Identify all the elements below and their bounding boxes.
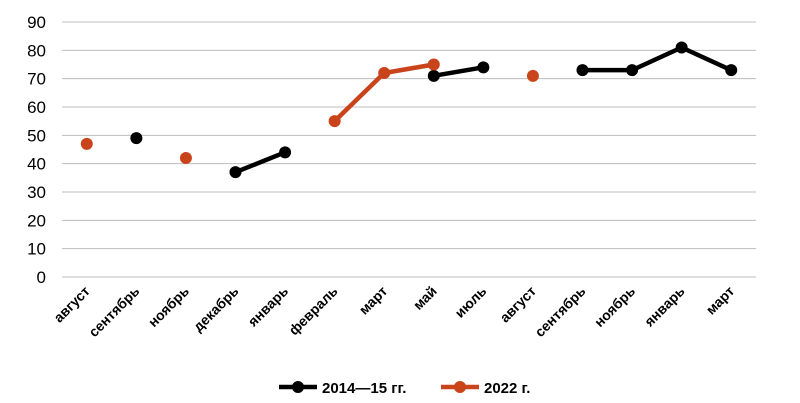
data-point <box>130 132 143 145</box>
y-tick-label: 20 <box>27 211 46 230</box>
legend-marker <box>454 381 466 393</box>
series-layer <box>80 41 738 179</box>
x-tick-label: январь <box>641 283 688 330</box>
x-tick-label: декабрь <box>190 283 242 335</box>
series-2 <box>80 58 539 164</box>
y-tick-label: 80 <box>27 41 46 60</box>
series-1 <box>130 41 738 179</box>
data-point <box>179 152 192 164</box>
y-tick-label: 70 <box>27 70 46 89</box>
data-point <box>477 61 490 74</box>
data-point <box>427 69 440 82</box>
data-point <box>80 137 93 150</box>
y-axis-ticks: 0 10 20 30 40 50 60 70 80 90 <box>27 13 46 287</box>
x-tick-label: март <box>356 283 391 318</box>
y-tick-label: 0 <box>37 268 46 287</box>
y-tick-label: 50 <box>27 126 46 145</box>
series-line-segment <box>679 45 734 73</box>
x-tick-label: август <box>50 283 93 326</box>
gridlines <box>62 21 756 278</box>
x-tick-label: июль <box>451 283 489 321</box>
y-tick-label: 30 <box>27 183 46 202</box>
series-line-segment <box>332 70 387 124</box>
x-tick-label: ноябрь <box>145 283 193 331</box>
series-line-segment <box>381 62 437 76</box>
x-tick-label: август <box>496 283 539 326</box>
data-point <box>576 64 589 77</box>
data-point <box>675 41 688 54</box>
y-tick-label: 10 <box>27 240 46 259</box>
legend-label: 2022 г. <box>484 380 530 397</box>
x-tick-label: январь <box>245 283 292 330</box>
legend: 2014—15 гг. 2022 г. <box>279 380 530 397</box>
series-line-segment <box>629 45 684 73</box>
x-tick-label: сентябрь <box>531 283 588 340</box>
data-point <box>378 67 391 79</box>
x-tick-label: май <box>410 283 440 313</box>
series-line-segment <box>431 65 486 79</box>
x-tick-label: февраль <box>285 283 341 339</box>
series-line-segment <box>233 150 288 175</box>
data-point <box>328 115 341 128</box>
y-tick-label: 90 <box>27 13 46 32</box>
data-point <box>279 146 292 159</box>
x-tick-label: март <box>703 283 738 318</box>
data-point <box>427 58 440 71</box>
data-point <box>526 69 539 82</box>
legend-label: 2014—15 гг. <box>322 380 406 397</box>
x-tick-label: сентябрь <box>85 283 142 340</box>
x-tick-label: ноябрь <box>591 283 639 331</box>
legend-marker <box>292 381 304 393</box>
data-point <box>229 166 242 179</box>
data-point <box>626 64 639 77</box>
legend-item: 2014—15 гг. <box>279 380 406 397</box>
y-tick-label: 40 <box>27 155 46 174</box>
y-tick-label: 60 <box>27 98 46 117</box>
legend-item: 2022 г. <box>441 380 530 397</box>
data-point <box>725 64 738 77</box>
